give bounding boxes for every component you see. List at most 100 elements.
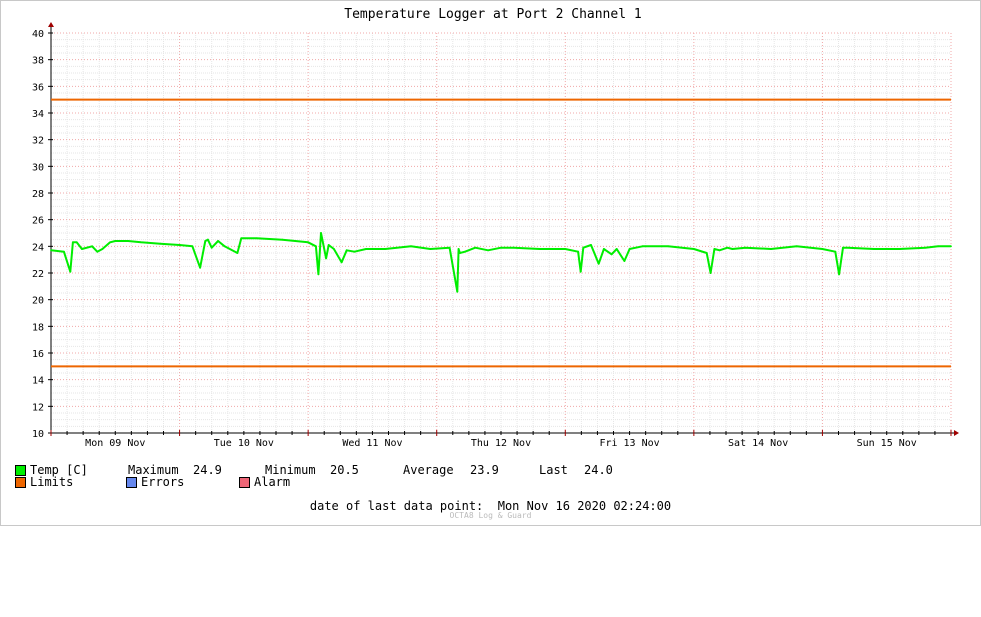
legend-temp-label: Temp [C]	[30, 463, 88, 477]
legend-alarm-label: Alarm	[254, 475, 291, 489]
temperature-point	[474, 246, 477, 249]
temperature-point	[255, 237, 258, 240]
temperature-point	[950, 245, 952, 248]
x-tick-label: Sat 14 Nov	[728, 438, 788, 449]
x-tick-labels: Mon 09 Nov Tue 10 Nov Wed 11 Nov Thu 12 Nov…	[85, 438, 917, 449]
temperature-point	[579, 270, 582, 273]
temperature-point	[603, 248, 605, 250]
temperature-point	[81, 248, 83, 250]
temperature-point	[69, 270, 72, 273]
temperature-point	[159, 242, 162, 245]
average-label: Average	[403, 463, 454, 477]
temperature-point	[333, 248, 335, 250]
temperature-point	[109, 241, 111, 244]
temperature-point	[63, 250, 65, 253]
temperature-point	[448, 246, 451, 249]
temperature-point	[191, 245, 194, 248]
temperature-point	[713, 248, 716, 250]
temperature-point	[597, 262, 600, 265]
legend-swatch-alarm	[239, 477, 250, 488]
last-label: Last	[539, 463, 568, 477]
y-tick-label: 34	[32, 109, 44, 120]
y-tick-label: 40	[32, 29, 44, 40]
temperature-point	[693, 248, 695, 250]
temperature-point	[582, 246, 585, 249]
temperature-point	[325, 257, 327, 260]
temperature-point	[590, 244, 592, 246]
maximum-label: Maximum	[128, 463, 179, 477]
y-tick-labels: 10 12 14 16 18 20 22 24 26 28 30 32 34 36 38 40	[32, 29, 44, 440]
x-tick-label: Wed 11 Nov	[342, 438, 402, 449]
legend-swatch-limits	[15, 477, 26, 488]
temperature-point	[459, 252, 461, 254]
temperature-series	[50, 232, 952, 293]
temperature-point	[924, 246, 927, 249]
x-tick-label: Tue 10 Nov	[214, 438, 274, 449]
y-tick-label: 20	[32, 296, 44, 307]
last-value: 24.0	[584, 463, 613, 477]
chart-title: Temperature Logger at Port 2 Channel 1	[344, 7, 641, 22]
temperature-point	[628, 248, 631, 250]
temperature-point	[564, 248, 567, 250]
temperature-point	[770, 248, 772, 250]
temperature-point	[623, 260, 626, 262]
legend-swatch-temp	[15, 465, 26, 476]
limit-lines	[51, 98, 951, 368]
temperature-point	[726, 246, 729, 249]
last-data-value: Mon Nov 16 2020 02:24:00	[497, 499, 672, 513]
temperature-point	[821, 248, 824, 250]
temperature-point	[718, 249, 721, 252]
temperature-point	[127, 240, 129, 242]
axes	[48, 22, 959, 436]
temperature-point	[457, 248, 460, 250]
temperature-point	[307, 241, 309, 244]
temperature-point	[240, 237, 243, 240]
y-tick-label: 24	[32, 242, 44, 253]
temperature-point	[281, 238, 284, 241]
temperature-point	[456, 290, 459, 293]
y-tick-label: 36	[32, 82, 44, 93]
temperature-chart: Temperature Logger at Port 2 Channel 1 1…	[32, 7, 959, 449]
temperature-point	[199, 266, 202, 269]
temperature-point	[75, 241, 78, 244]
temperature-point	[500, 246, 502, 249]
temperature-point	[937, 245, 939, 248]
legend-errors-label: Errors	[141, 475, 185, 489]
temperature-point	[538, 248, 541, 250]
y-tick-label: 32	[32, 136, 44, 147]
temperature-point	[847, 246, 849, 249]
average-value: 23.9	[470, 463, 499, 477]
temperature-point	[384, 248, 387, 250]
y-tick-label: 18	[32, 322, 44, 333]
temperature-point	[315, 245, 317, 248]
legend-limits-label: Limits	[30, 475, 74, 489]
temperature-point	[50, 249, 52, 252]
temperature-point	[429, 248, 432, 250]
x-tick-label: Mon 09 Nov	[85, 438, 145, 449]
grid-minor	[51, 33, 951, 433]
temperature-point	[615, 248, 618, 250]
credit-watermark: OCTA8 Log & Guard	[449, 511, 532, 520]
temperature-point	[838, 273, 840, 276]
temperature-point	[873, 248, 875, 250]
temperature-point	[223, 245, 226, 248]
temperature-point	[842, 246, 844, 249]
temperature-point	[236, 252, 239, 254]
y-tick-label: 26	[32, 216, 44, 227]
x-tick-label: Sun 15 Nov	[857, 438, 917, 449]
y-tick-label: 30	[32, 162, 44, 173]
minimum-value: 20.5	[330, 463, 359, 477]
x-axis-arrow	[954, 430, 959, 436]
minimum-label: Minimum	[265, 463, 316, 477]
temperature-point	[667, 245, 669, 248]
temperature-point	[898, 248, 901, 250]
temperature-point	[345, 249, 348, 252]
legend-swatch-errors	[126, 477, 137, 488]
temperature-point	[91, 245, 93, 248]
y-axis-arrow	[48, 22, 54, 27]
temperature-point	[353, 250, 356, 253]
temperature-point	[320, 232, 322, 234]
temperature-point	[101, 248, 104, 250]
temperature-point	[834, 250, 837, 253]
temperature-point	[178, 244, 181, 246]
